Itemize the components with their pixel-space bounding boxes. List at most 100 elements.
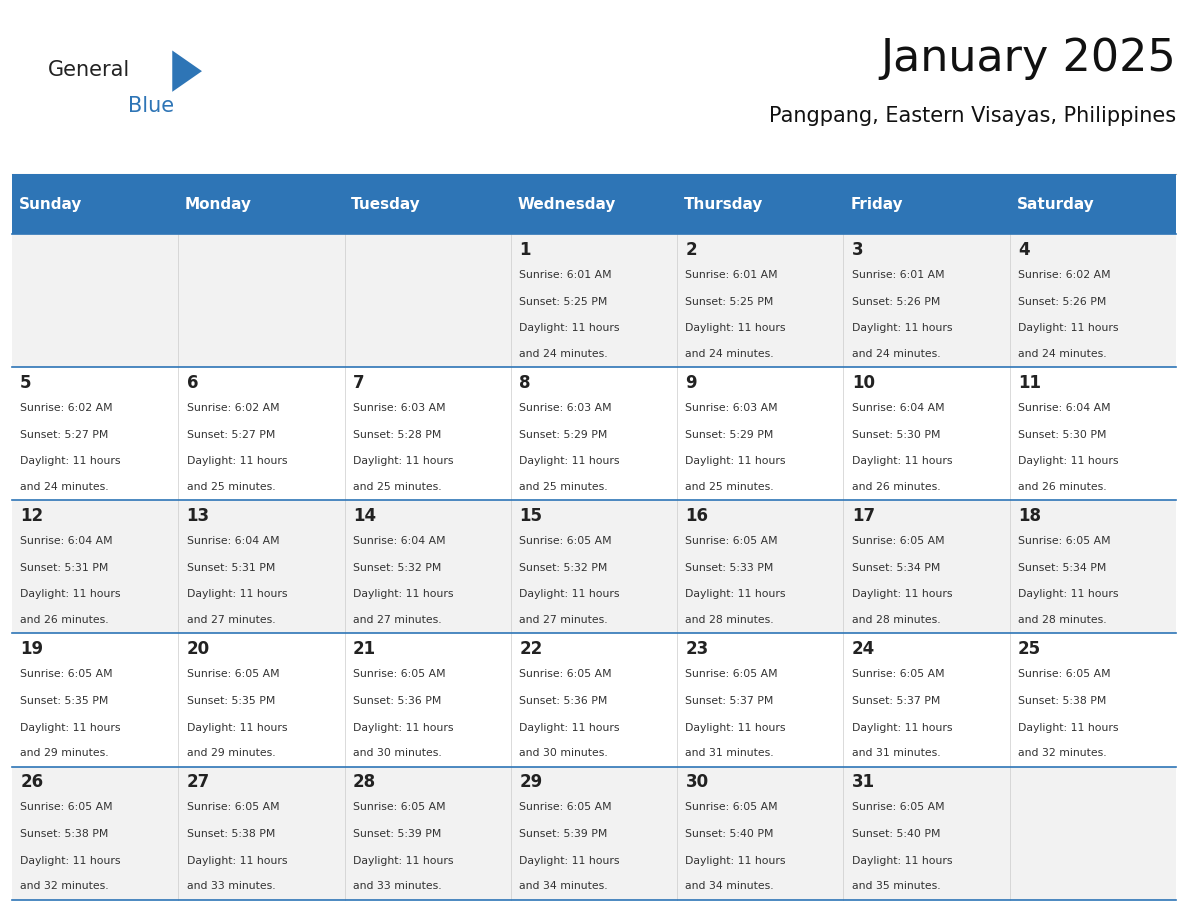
Text: and 26 minutes.: and 26 minutes. [852, 482, 941, 492]
Text: Daylight: 11 hours: Daylight: 11 hours [187, 856, 287, 866]
Text: 4: 4 [1018, 241, 1030, 259]
Text: Sunset: 5:36 PM: Sunset: 5:36 PM [519, 696, 607, 706]
Text: and 27 minutes.: and 27 minutes. [519, 615, 608, 625]
Text: Sunset: 5:28 PM: Sunset: 5:28 PM [353, 430, 441, 440]
Text: and 24 minutes.: and 24 minutes. [685, 349, 775, 359]
Text: Sunset: 5:30 PM: Sunset: 5:30 PM [1018, 430, 1106, 440]
Text: Sunrise: 6:01 AM: Sunrise: 6:01 AM [685, 270, 778, 280]
Text: Sunrise: 6:05 AM: Sunrise: 6:05 AM [852, 802, 944, 812]
Text: Daylight: 11 hours: Daylight: 11 hours [187, 589, 287, 599]
Text: and 24 minutes.: and 24 minutes. [519, 349, 608, 359]
FancyBboxPatch shape [12, 234, 1176, 367]
FancyBboxPatch shape [511, 174, 677, 234]
Text: Daylight: 11 hours: Daylight: 11 hours [1018, 456, 1119, 466]
Text: Sunrise: 6:05 AM: Sunrise: 6:05 AM [353, 802, 446, 812]
Text: Sunset: 5:26 PM: Sunset: 5:26 PM [852, 297, 940, 307]
Text: Sunset: 5:33 PM: Sunset: 5:33 PM [685, 563, 773, 573]
Text: 13: 13 [187, 507, 209, 525]
Text: 10: 10 [852, 374, 874, 392]
Text: Daylight: 11 hours: Daylight: 11 hours [519, 856, 620, 866]
Text: Sunrise: 6:05 AM: Sunrise: 6:05 AM [852, 669, 944, 679]
Text: Sunrise: 6:05 AM: Sunrise: 6:05 AM [519, 802, 612, 812]
Text: 3: 3 [852, 241, 864, 259]
FancyBboxPatch shape [12, 367, 1176, 500]
Text: and 27 minutes.: and 27 minutes. [187, 615, 276, 625]
FancyBboxPatch shape [12, 174, 178, 234]
Text: and 30 minutes.: and 30 minutes. [353, 748, 442, 758]
Text: Sunrise: 6:05 AM: Sunrise: 6:05 AM [685, 669, 778, 679]
Text: Sunset: 5:38 PM: Sunset: 5:38 PM [20, 829, 108, 839]
Text: Sunrise: 6:05 AM: Sunrise: 6:05 AM [20, 802, 113, 812]
Polygon shape [172, 50, 202, 92]
Text: Sunrise: 6:05 AM: Sunrise: 6:05 AM [187, 669, 279, 679]
Text: Daylight: 11 hours: Daylight: 11 hours [187, 456, 287, 466]
Text: Daylight: 11 hours: Daylight: 11 hours [852, 323, 953, 333]
Text: Daylight: 11 hours: Daylight: 11 hours [519, 456, 620, 466]
FancyBboxPatch shape [12, 500, 1176, 633]
Text: 26: 26 [20, 773, 43, 791]
Text: Daylight: 11 hours: Daylight: 11 hours [519, 323, 620, 333]
Text: Sunset: 5:37 PM: Sunset: 5:37 PM [852, 696, 940, 706]
Text: and 30 minutes.: and 30 minutes. [519, 748, 608, 758]
Text: 6: 6 [187, 374, 198, 392]
Text: and 25 minutes.: and 25 minutes. [519, 482, 608, 492]
Text: Sunset: 5:40 PM: Sunset: 5:40 PM [685, 829, 773, 839]
FancyBboxPatch shape [178, 174, 345, 234]
Text: 17: 17 [852, 507, 874, 525]
Text: 30: 30 [685, 773, 708, 791]
Text: Sunday: Sunday [19, 196, 82, 212]
Text: and 28 minutes.: and 28 minutes. [1018, 615, 1107, 625]
Text: Sunset: 5:31 PM: Sunset: 5:31 PM [20, 563, 108, 573]
Text: Sunrise: 6:03 AM: Sunrise: 6:03 AM [353, 403, 446, 413]
Text: Sunrise: 6:01 AM: Sunrise: 6:01 AM [519, 270, 612, 280]
Text: 9: 9 [685, 374, 697, 392]
Text: Sunrise: 6:03 AM: Sunrise: 6:03 AM [685, 403, 778, 413]
Text: Sunrise: 6:04 AM: Sunrise: 6:04 AM [187, 536, 279, 546]
Text: Daylight: 11 hours: Daylight: 11 hours [852, 722, 953, 733]
FancyBboxPatch shape [1010, 174, 1176, 234]
Text: Sunrise: 6:04 AM: Sunrise: 6:04 AM [353, 536, 446, 546]
Text: Daylight: 11 hours: Daylight: 11 hours [20, 722, 121, 733]
Text: Daylight: 11 hours: Daylight: 11 hours [353, 589, 454, 599]
Text: Sunset: 5:34 PM: Sunset: 5:34 PM [852, 563, 940, 573]
Text: 15: 15 [519, 507, 542, 525]
FancyBboxPatch shape [345, 174, 511, 234]
FancyBboxPatch shape [843, 174, 1010, 234]
Text: Daylight: 11 hours: Daylight: 11 hours [187, 722, 287, 733]
Text: 28: 28 [353, 773, 375, 791]
Text: 25: 25 [1018, 640, 1041, 658]
Text: 12: 12 [20, 507, 43, 525]
Text: Daylight: 11 hours: Daylight: 11 hours [519, 722, 620, 733]
Text: Thursday: Thursday [684, 196, 763, 212]
FancyBboxPatch shape [12, 767, 1176, 900]
Text: Sunrise: 6:02 AM: Sunrise: 6:02 AM [1018, 270, 1111, 280]
Text: Monday: Monday [185, 196, 252, 212]
Text: and 33 minutes.: and 33 minutes. [187, 881, 276, 891]
Text: Friday: Friday [851, 196, 903, 212]
Text: Sunrise: 6:05 AM: Sunrise: 6:05 AM [353, 669, 446, 679]
Text: and 31 minutes.: and 31 minutes. [852, 748, 941, 758]
Text: Blue: Blue [128, 96, 175, 117]
Text: and 28 minutes.: and 28 minutes. [852, 615, 941, 625]
Text: Daylight: 11 hours: Daylight: 11 hours [1018, 589, 1119, 599]
Text: 22: 22 [519, 640, 543, 658]
Text: and 29 minutes.: and 29 minutes. [20, 748, 109, 758]
Text: and 25 minutes.: and 25 minutes. [685, 482, 775, 492]
Text: Saturday: Saturday [1017, 196, 1094, 212]
Text: Sunrise: 6:05 AM: Sunrise: 6:05 AM [20, 669, 113, 679]
Text: 23: 23 [685, 640, 709, 658]
Text: Daylight: 11 hours: Daylight: 11 hours [353, 722, 454, 733]
Text: Daylight: 11 hours: Daylight: 11 hours [20, 456, 121, 466]
Text: Daylight: 11 hours: Daylight: 11 hours [685, 323, 786, 333]
Text: January 2025: January 2025 [880, 37, 1176, 80]
Text: 8: 8 [519, 374, 531, 392]
Text: Sunset: 5:39 PM: Sunset: 5:39 PM [353, 829, 441, 839]
Text: and 24 minutes.: and 24 minutes. [1018, 349, 1107, 359]
Text: Daylight: 11 hours: Daylight: 11 hours [685, 589, 786, 599]
Text: Daylight: 11 hours: Daylight: 11 hours [852, 856, 953, 866]
Text: Sunset: 5:38 PM: Sunset: 5:38 PM [1018, 696, 1106, 706]
Text: 21: 21 [353, 640, 375, 658]
Text: Sunrise: 6:05 AM: Sunrise: 6:05 AM [685, 802, 778, 812]
Text: and 32 minutes.: and 32 minutes. [1018, 748, 1107, 758]
Text: Sunset: 5:27 PM: Sunset: 5:27 PM [187, 430, 274, 440]
